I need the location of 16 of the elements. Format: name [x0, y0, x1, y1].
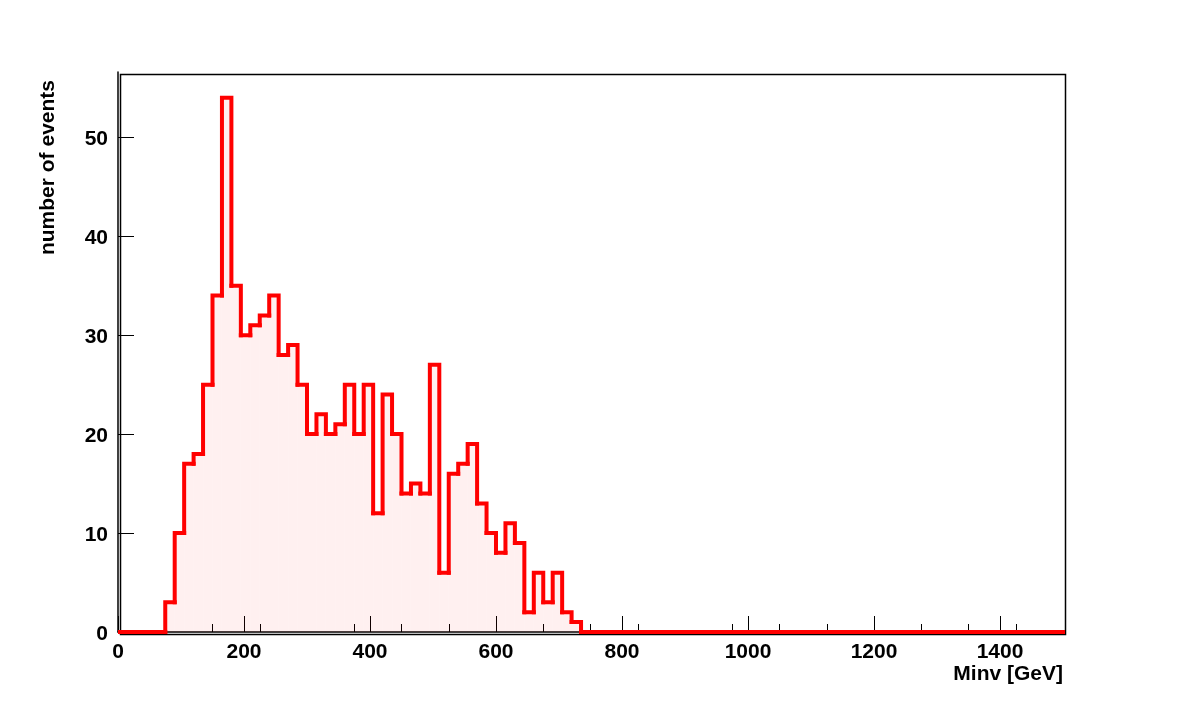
x-tick-label: 200	[226, 639, 262, 662]
x-tick-label: 400	[352, 639, 388, 662]
x-axis-title: Minv [GeV]	[953, 661, 1063, 684]
x-tick-label: 1000	[724, 639, 772, 662]
x-tick-label: 1400	[976, 639, 1024, 662]
y-tick-label: 30	[84, 323, 108, 347]
y-tick-label: 10	[84, 521, 108, 545]
y-tick-label: 20	[84, 422, 108, 446]
y-tick-label: 40	[84, 224, 108, 248]
y-tick-label: 0	[96, 620, 108, 644]
x-tick-label: 600	[478, 639, 514, 662]
x-tick-label: 0	[112, 639, 124, 662]
y-axis-title: number of events	[34, 80, 58, 256]
x-tick-label: 800	[604, 639, 640, 662]
y-tick-label: 50	[84, 125, 108, 149]
x-tick-label: 1200	[850, 639, 898, 662]
